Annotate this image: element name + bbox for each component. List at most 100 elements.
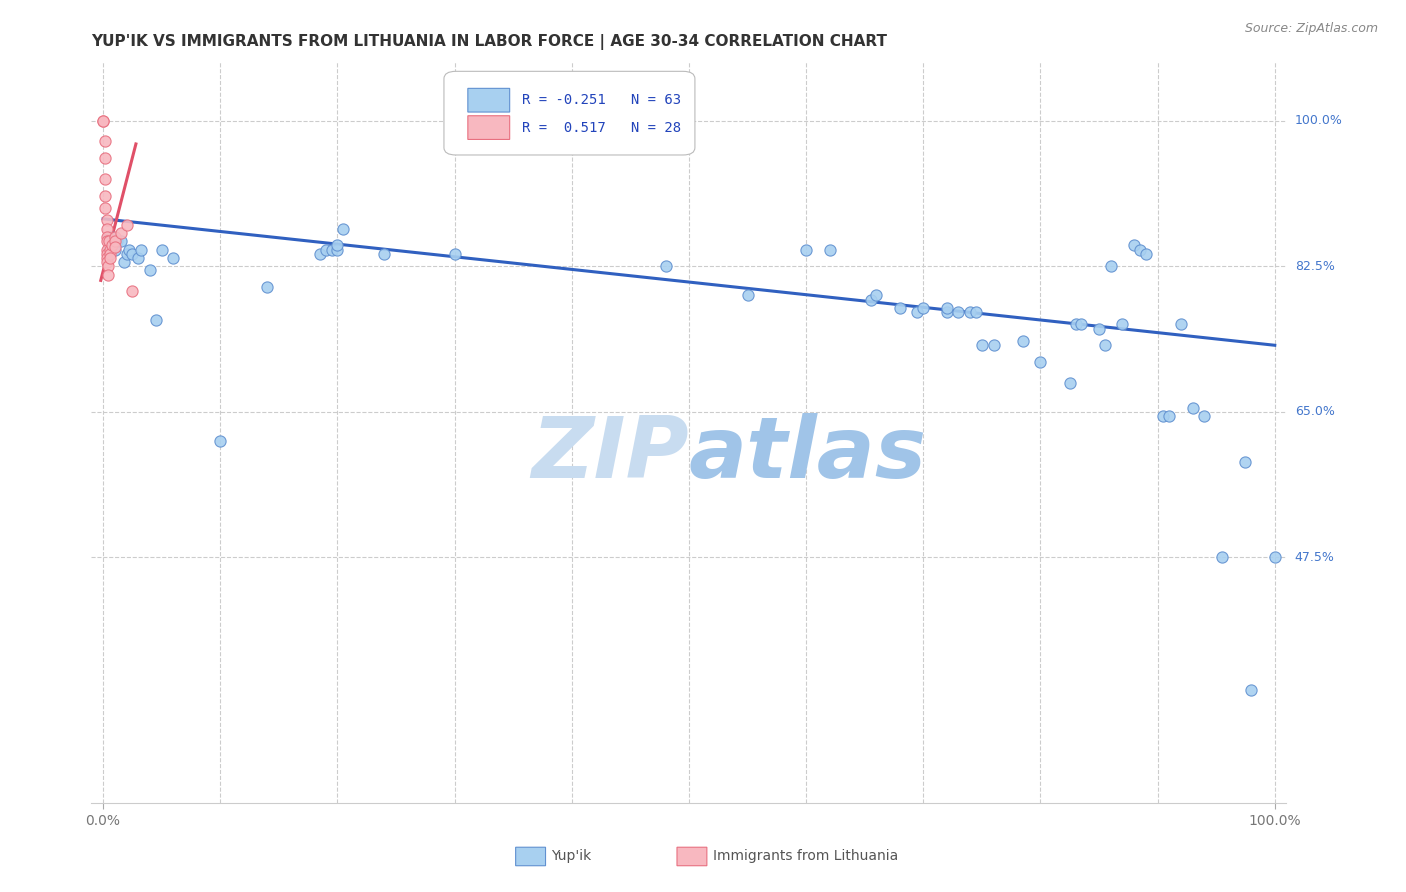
Point <box>115 218 138 232</box>
Text: 65.0%: 65.0% <box>1295 405 1334 418</box>
Text: R = -0.251   N = 63: R = -0.251 N = 63 <box>522 93 681 107</box>
Point <box>1088 321 1111 335</box>
Point <box>865 288 887 302</box>
Point <box>110 235 132 249</box>
Point <box>139 263 162 277</box>
Point <box>1152 409 1174 423</box>
Point <box>91 113 114 128</box>
Point <box>104 235 127 249</box>
Point <box>737 288 759 302</box>
Point <box>96 246 118 260</box>
Point <box>912 301 935 315</box>
Point <box>1135 246 1157 260</box>
Point <box>1170 318 1192 332</box>
Text: YUP'IK VS IMMIGRANTS FROM LITHUANIA IN LABOR FORCE | AGE 30-34 CORRELATION CHART: YUP'IK VS IMMIGRANTS FROM LITHUANIA IN L… <box>91 34 887 50</box>
Point <box>794 243 817 257</box>
Point <box>1059 376 1081 390</box>
Point <box>959 305 981 319</box>
Point <box>889 301 911 315</box>
Text: atlas: atlas <box>689 413 927 496</box>
Point <box>326 238 349 252</box>
Point <box>94 135 117 149</box>
Point <box>326 243 349 257</box>
Point <box>1029 355 1052 369</box>
Point <box>98 243 121 257</box>
Point <box>970 338 993 352</box>
Point <box>1070 318 1092 332</box>
FancyBboxPatch shape <box>444 71 695 155</box>
Point <box>1011 334 1033 348</box>
Text: ZIP: ZIP <box>531 413 689 496</box>
Point <box>104 243 127 257</box>
Point <box>145 313 167 327</box>
Text: 82.5%: 82.5% <box>1295 260 1334 273</box>
Point <box>1240 683 1263 698</box>
Point <box>150 243 173 257</box>
Point <box>1181 401 1204 415</box>
Point <box>948 305 970 319</box>
Point <box>654 259 676 273</box>
Point <box>905 305 928 319</box>
Point <box>1211 550 1233 565</box>
Point <box>121 246 143 260</box>
Point <box>96 222 118 236</box>
Text: 47.5%: 47.5% <box>1295 551 1334 564</box>
Point <box>96 243 118 257</box>
Point <box>308 246 332 260</box>
Point <box>935 301 957 315</box>
Point <box>1234 455 1257 469</box>
Point <box>98 235 120 249</box>
Point <box>1264 550 1286 565</box>
Point <box>96 230 118 244</box>
Point <box>110 226 132 240</box>
FancyBboxPatch shape <box>468 88 509 112</box>
Point <box>98 243 120 257</box>
Point <box>98 246 121 260</box>
Point <box>1099 259 1122 273</box>
Point <box>859 293 882 307</box>
Point <box>97 268 120 282</box>
Point <box>935 305 957 319</box>
Point <box>315 243 337 257</box>
Point <box>94 201 117 215</box>
Point <box>332 222 354 236</box>
Point <box>96 235 118 249</box>
Point <box>983 338 1005 352</box>
Point <box>101 238 124 252</box>
Point <box>1129 243 1152 257</box>
Point <box>121 284 143 298</box>
FancyBboxPatch shape <box>678 847 707 866</box>
Point <box>1123 238 1146 252</box>
Text: R =  0.517   N = 28: R = 0.517 N = 28 <box>522 120 681 135</box>
Text: 100.0%: 100.0% <box>1295 114 1343 128</box>
Point <box>127 251 149 265</box>
Point <box>98 230 120 244</box>
Point <box>1111 318 1133 332</box>
Point <box>256 280 278 294</box>
Point <box>118 243 141 257</box>
Point <box>443 246 465 260</box>
Point <box>105 235 128 249</box>
Point <box>1094 338 1116 352</box>
FancyBboxPatch shape <box>468 116 509 139</box>
Point <box>1194 409 1216 423</box>
Point <box>112 255 135 269</box>
Text: Immigrants from Lithuania: Immigrants from Lithuania <box>713 849 898 863</box>
Point <box>162 251 184 265</box>
Point <box>97 259 120 273</box>
Point <box>101 230 124 244</box>
Point <box>94 172 117 186</box>
Point <box>129 243 152 257</box>
Point <box>94 151 117 165</box>
Point <box>96 213 118 227</box>
Point <box>104 230 127 244</box>
Point <box>104 240 127 254</box>
Point <box>965 305 987 319</box>
Point <box>1159 409 1181 423</box>
Point <box>94 188 117 202</box>
Point <box>96 251 118 265</box>
FancyBboxPatch shape <box>516 847 546 866</box>
Text: Yup'ik: Yup'ik <box>551 849 592 863</box>
Point <box>115 246 138 260</box>
Point <box>96 255 118 269</box>
